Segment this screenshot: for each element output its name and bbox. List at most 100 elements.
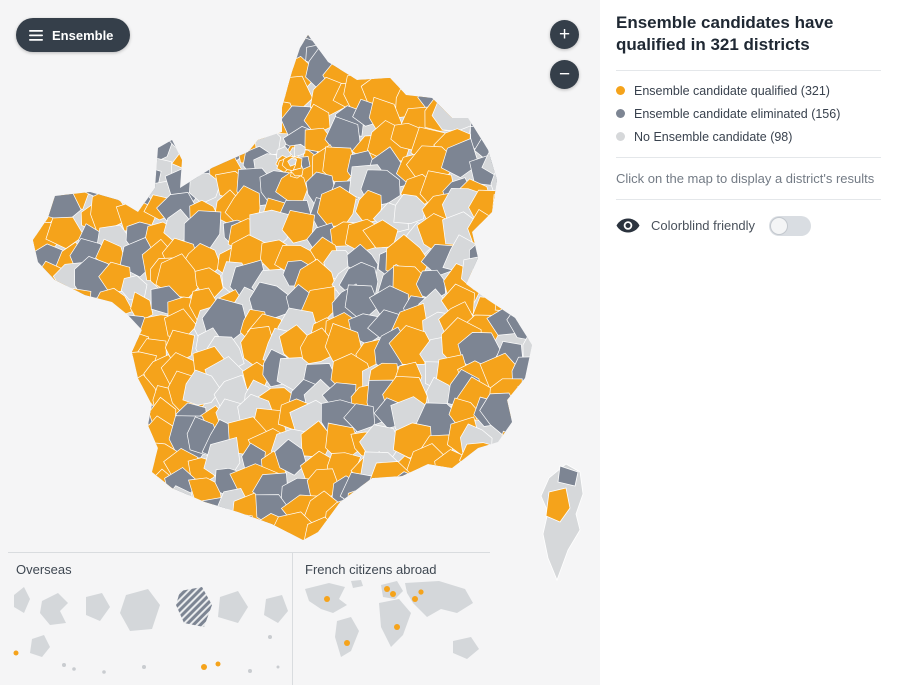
district-cell[interactable] <box>410 36 454 80</box>
district-cell[interactable] <box>515 399 551 437</box>
district-cell[interactable] <box>21 105 66 151</box>
district-cell[interactable] <box>193 129 229 158</box>
district-cell[interactable] <box>515 131 548 164</box>
district-cell[interactable] <box>368 489 404 524</box>
district-cell[interactable] <box>185 10 218 45</box>
district-cell[interactable] <box>505 269 542 303</box>
district-cell[interactable] <box>77 99 112 129</box>
district-cell[interactable] <box>93 121 128 157</box>
district-cell[interactable] <box>434 490 473 528</box>
district-cell[interactable] <box>498 28 543 70</box>
district-cell[interactable] <box>235 97 277 138</box>
district-cell[interactable] <box>493 216 520 254</box>
district-cell[interactable] <box>49 348 92 391</box>
district-cell[interactable] <box>120 275 148 301</box>
district-cell[interactable] <box>7 104 31 129</box>
district-cell[interactable] <box>445 514 484 553</box>
district-cell[interactable] <box>417 510 447 543</box>
district-cell[interactable] <box>30 315 69 351</box>
district-cell[interactable] <box>0 495 34 536</box>
district-cell[interactable] <box>229 73 263 117</box>
district-cell[interactable] <box>13 201 39 231</box>
district-cell[interactable] <box>262 35 295 66</box>
district-cell[interactable] <box>103 144 136 181</box>
district-cell[interactable] <box>211 52 246 83</box>
district-cell[interactable] <box>154 9 202 45</box>
district-cell[interactable] <box>6 463 50 506</box>
district-cell[interactable] <box>97 325 140 361</box>
district-cell[interactable] <box>405 497 433 527</box>
district-cell[interactable] <box>99 357 140 394</box>
district-cell[interactable] <box>445 29 475 63</box>
district-cell[interactable] <box>498 430 526 468</box>
district-cell[interactable] <box>0 290 30 322</box>
district-cell[interactable] <box>67 433 108 486</box>
district-cell[interactable] <box>10 311 44 348</box>
district-cell[interactable] <box>486 503 522 533</box>
district-cell[interactable] <box>96 317 129 353</box>
district-cell[interactable] <box>29 428 65 465</box>
district-cell[interactable] <box>73 121 119 164</box>
district-cell[interactable] <box>116 479 147 508</box>
district-cell[interactable] <box>228 54 261 85</box>
district-cell[interactable] <box>459 478 495 511</box>
district-cell[interactable] <box>69 87 102 117</box>
district-cell[interactable] <box>517 380 546 410</box>
district-cell[interactable] <box>78 500 115 535</box>
district-cell[interactable] <box>51 429 86 463</box>
district-cell[interactable] <box>483 475 522 509</box>
district-cell[interactable] <box>101 101 130 131</box>
district-cell[interactable] <box>182 369 222 406</box>
district-cell[interactable] <box>449 58 481 94</box>
district-cell[interactable] <box>0 239 32 279</box>
district-cell[interactable] <box>293 143 306 158</box>
district-cell[interactable] <box>211 28 249 77</box>
district-cell[interactable] <box>185 103 223 147</box>
district-cell[interactable] <box>57 329 90 362</box>
district-cell[interactable] <box>320 5 367 44</box>
district-cell[interactable] <box>460 53 505 102</box>
district-cell[interactable] <box>31 475 66 517</box>
district-cell[interactable] <box>368 27 400 59</box>
colorblind-toggle[interactable] <box>769 215 812 236</box>
district-cell[interactable] <box>191 37 228 66</box>
district-cell[interactable] <box>393 193 426 224</box>
district-cell[interactable] <box>369 0 413 40</box>
district-cell[interactable] <box>0 169 36 213</box>
district-cell[interactable] <box>444 72 478 118</box>
district-cell[interactable] <box>377 520 409 553</box>
district-cell[interactable] <box>187 76 219 109</box>
district-cell[interactable] <box>490 167 524 201</box>
district-cell[interactable] <box>284 10 318 43</box>
district-cell[interactable] <box>108 375 137 405</box>
district-cell[interactable] <box>110 51 154 96</box>
district-cell[interactable] <box>66 308 113 353</box>
district-cell[interactable] <box>26 449 59 489</box>
district-cell[interactable] <box>512 55 546 85</box>
district-cell[interactable] <box>34 495 64 529</box>
district-cell[interactable] <box>23 282 60 321</box>
district-cell[interactable] <box>97 518 136 550</box>
district-cell[interactable] <box>28 53 61 96</box>
district-cell[interactable] <box>114 487 159 525</box>
district-cell[interactable] <box>54 447 89 485</box>
district-cell[interactable] <box>343 403 376 433</box>
district-cell[interactable] <box>287 157 298 167</box>
district-cell[interactable] <box>119 520 154 554</box>
district-cell[interactable] <box>517 473 546 503</box>
district-cell[interactable] <box>517 497 545 529</box>
district-cell[interactable] <box>209 2 255 46</box>
district-cell[interactable] <box>6 123 43 164</box>
district-cell[interactable] <box>68 467 104 495</box>
district-cell[interactable] <box>118 443 159 475</box>
district-cell[interactable] <box>512 197 543 232</box>
district-cell[interactable] <box>44 50 88 86</box>
district-cell[interactable] <box>420 478 452 514</box>
district-cell[interactable] <box>256 83 287 117</box>
district-cell[interactable] <box>143 50 182 89</box>
district-cell[interactable] <box>274 438 307 476</box>
district-cell[interactable] <box>490 513 527 547</box>
district-cell[interactable] <box>217 107 252 143</box>
district-cell[interactable] <box>498 437 543 488</box>
district-cell[interactable] <box>194 55 231 82</box>
